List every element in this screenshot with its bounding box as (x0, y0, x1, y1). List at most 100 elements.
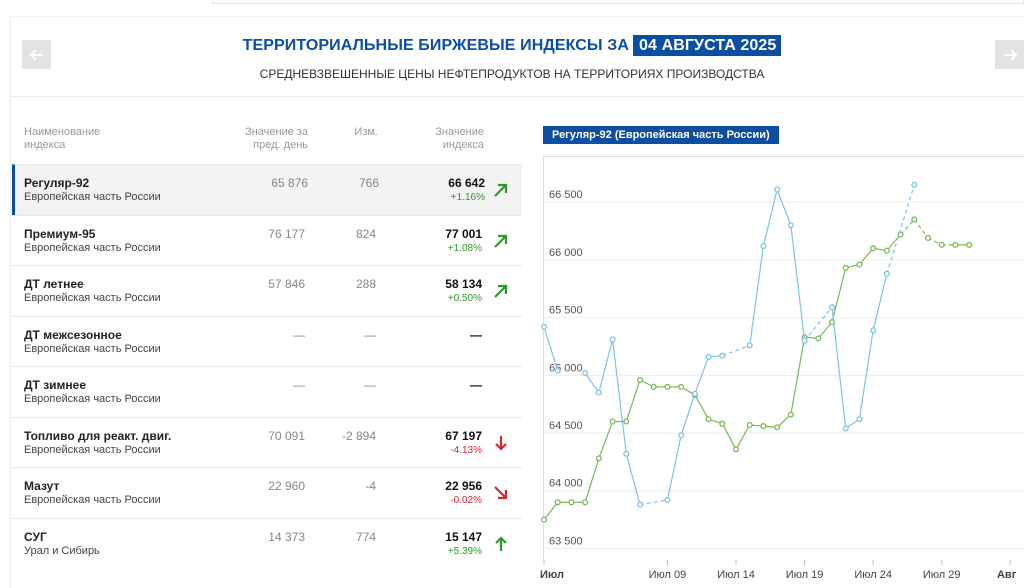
series-1-segment (625, 453, 641, 505)
trend-up-icon (494, 234, 508, 248)
series-1-point (828, 304, 836, 311)
index-name: Регуляр-92 (24, 176, 90, 190)
table-row[interactable]: Топливо для реакт. двиг. Европейская част… (12, 416, 522, 468)
series-0-point (815, 335, 822, 342)
series-1-point (540, 323, 548, 330)
series-1-segment (680, 393, 696, 436)
index-region: Европейская часть России (24, 241, 161, 254)
series-0-point (774, 424, 781, 431)
top-bar-box (212, 0, 1024, 4)
y-tick-label: 65 500 (549, 305, 583, 317)
table-row[interactable]: Премиум-95 Европейская часть России 76 177… (12, 214, 522, 266)
series-1-segment (831, 307, 847, 429)
change-percent: +5.39% (447, 545, 482, 557)
current-value: 66 642 (448, 176, 485, 190)
next-day-button[interactable] (995, 40, 1024, 69)
table-row[interactable]: СУГ Урал и Сибирь 14 373 774 15 147 +5.39% (12, 517, 522, 569)
table-row[interactable]: Мазут Европейская часть России 22 960 -4 22 … (12, 467, 522, 518)
series-0-segment (721, 423, 737, 450)
index-table: Наименование индекса Значение за пред. ден… (12, 118, 522, 568)
index-name: ДТ летнее (24, 277, 84, 291)
x-tick-label: Июл 19 (786, 569, 824, 581)
change-percent: +0.50% (447, 293, 482, 304)
series-0-segment (584, 458, 600, 503)
change-value: 824 (355, 226, 376, 241)
series-0-point (609, 418, 616, 425)
index-name: Премиум-95 (24, 226, 96, 241)
change-percent: +1.16% (450, 192, 485, 203)
current-value: 77 001 (445, 226, 482, 241)
series-1-point (870, 327, 877, 334)
trend-down-icon (495, 435, 507, 451)
page-title: ТЕРРИТОРИАЛЬНЫЕ БИРЖЕВЫЕ ИНДЕКСЫ ЗА 04 АВ… (0, 35, 1024, 56)
series-1-point (582, 369, 589, 377)
series-0-segment (900, 219, 915, 235)
prev-value: 57 846 (268, 277, 305, 291)
series-1-point (719, 352, 726, 359)
index-name: ДТ зимнее (24, 378, 87, 392)
series-1-point (595, 389, 602, 396)
series-1-point (678, 432, 685, 439)
change-value: 766 (358, 176, 379, 190)
series-1-segment (790, 225, 806, 341)
series-1-gap (722, 344, 750, 357)
series-1-segment (858, 330, 874, 420)
series-1-point (623, 450, 630, 457)
y-tick-label: 63 500 (549, 535, 583, 547)
table-header: Наименование индекса Значение за пред. ден… (12, 118, 522, 164)
table-row[interactable]: ДТ летнее Европейская часть России 57 846 2… (12, 265, 522, 316)
x-tick-label: Июл 24 (854, 569, 892, 581)
chart-frame (543, 156, 1024, 560)
prev-day-button[interactable] (22, 40, 51, 69)
table-row[interactable]: Регуляр-92 Европейская часть России 65 876… (12, 164, 522, 215)
index-region: Европейская часть России (24, 393, 161, 405)
index-region: Европейская часть России (24, 191, 161, 203)
series-0-point (746, 421, 753, 428)
x-tick-label: Июл (540, 569, 564, 581)
page-subtitle: СРЕДНЕВЗВЕШЕННЫЕ ЦЕНЫ НЕФТЕПРОДУКТОВ НА … (259, 67, 765, 81)
arrow-right-icon (1003, 48, 1017, 61)
table-row[interactable]: ДТ зимнее Европейская часть России — — — (12, 366, 522, 417)
change-value: — (364, 327, 376, 342)
series-0-segment (543, 501, 559, 520)
series-1-segment (872, 273, 888, 331)
series-0-segment (831, 267, 847, 323)
series-0-point (842, 264, 849, 272)
index-name: СУГ (24, 529, 47, 544)
series-1-point (774, 186, 781, 193)
series-0-point (870, 245, 877, 252)
series-0-segment (913, 219, 929, 239)
current-value: — (470, 378, 482, 392)
change-value: 774 (355, 529, 376, 544)
series-0-point (540, 516, 548, 523)
index-name: Мазут (24, 479, 60, 493)
series-0-point (760, 423, 767, 430)
series-1-segment (694, 356, 710, 394)
series-1-gap (886, 184, 915, 274)
series-0-point (924, 234, 932, 242)
header-divider (10, 96, 1024, 97)
top-strip (0, 0, 1024, 6)
series-0-segment (694, 394, 710, 420)
series-1-gap (639, 499, 668, 506)
series-0-segment (858, 247, 874, 265)
trend-up-icon (494, 183, 508, 197)
series-0-point (911, 216, 918, 223)
col-header-change: Изм. (354, 126, 378, 138)
table-row[interactable]: ДТ межсезонное Европейская часть России — —… (12, 315, 522, 367)
y-tick-label: 65 000 (549, 362, 583, 374)
series-0-point (719, 420, 726, 427)
series-0-segment (598, 421, 614, 459)
current-value: 22 956 (445, 479, 482, 493)
index-region: Европейская часть России (24, 494, 161, 506)
series-0-segment (735, 424, 751, 450)
x-tick-label: Июл 14 (717, 569, 755, 581)
col-header-prev: Значение за пред. день (245, 126, 308, 151)
x-tick-label: Авг (997, 569, 1017, 581)
series-0-point (636, 376, 644, 383)
series-1-point (801, 337, 808, 344)
series-0-point (732, 446, 740, 453)
index-name: ДТ межсезонное (24, 327, 122, 342)
series-0-point (966, 241, 973, 248)
index-region: Европейская часть России (24, 292, 161, 304)
